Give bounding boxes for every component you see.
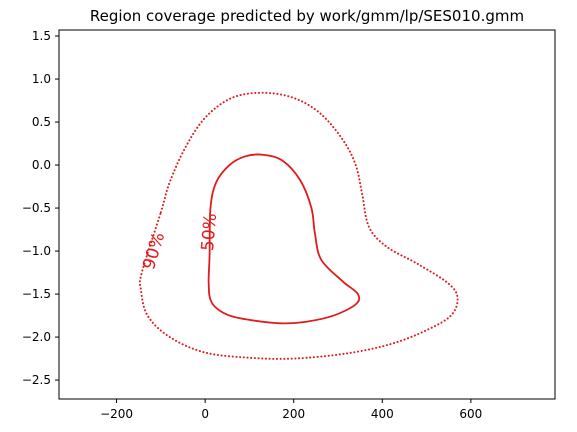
- contour-layer: [138, 91, 459, 360]
- x-axis: −200 0 200 400 600: [100, 399, 482, 421]
- contour-label-90-percent: 90%: [139, 230, 169, 272]
- contour-90-percent: [138, 91, 459, 360]
- y-tick-label: 0.5: [32, 115, 51, 129]
- plot-area-frame: [58, 29, 556, 400]
- y-tick-label: −0.5: [22, 201, 51, 215]
- contour-50-percent: [207, 153, 361, 325]
- y-tick-label: −1.0: [22, 244, 51, 258]
- chart-title: Region coverage predicted by work/gmm/lp…: [90, 7, 524, 25]
- y-tick-label: 1.0: [32, 72, 51, 86]
- contour-label-layer: 90% 50%: [139, 212, 221, 272]
- x-tick-label: 600: [459, 407, 482, 421]
- x-tick-label: 0: [201, 407, 209, 421]
- y-tick-label: −2.5: [22, 373, 51, 387]
- y-tick-label: −1.5: [22, 287, 51, 301]
- x-tick-label: 200: [282, 407, 305, 421]
- y-axis: 1.5 1.0 0.5 0.0 −0.5 −1.0 −1.5 −2.0 −2.5: [22, 29, 59, 387]
- x-tick-label: 400: [371, 407, 394, 421]
- y-tick-label: 1.5: [32, 29, 51, 43]
- y-tick-label: −2.0: [22, 330, 51, 344]
- y-tick-label: 0.0: [32, 158, 51, 172]
- contour-label-50-percent: 50%: [198, 212, 221, 251]
- x-tick-label: −200: [100, 407, 133, 421]
